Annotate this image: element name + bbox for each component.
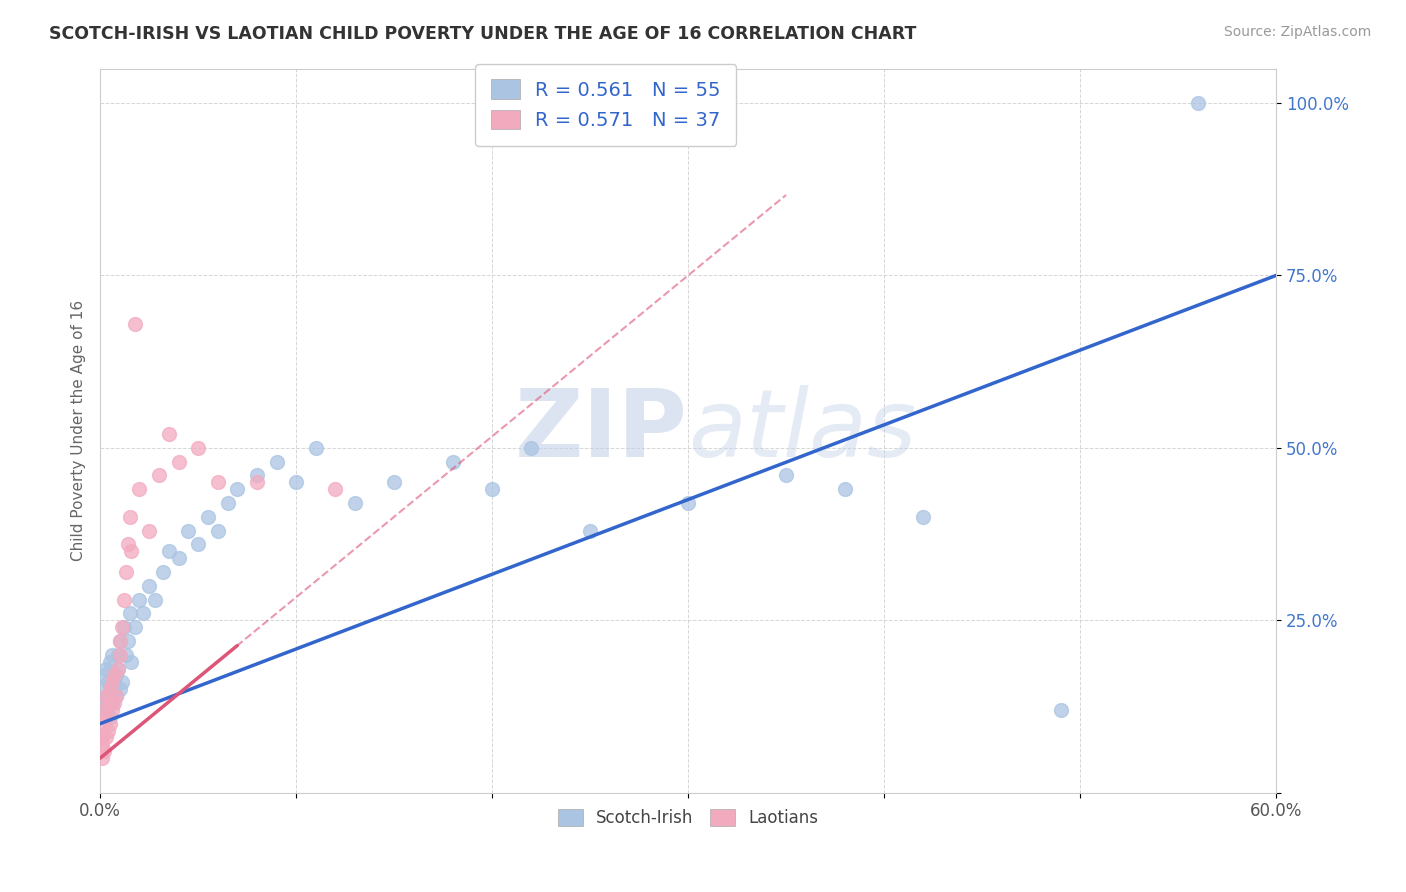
Point bbox=[132, 607, 155, 621]
Point bbox=[157, 544, 180, 558]
Point bbox=[285, 475, 308, 490]
Point bbox=[246, 468, 269, 483]
Point bbox=[111, 620, 134, 634]
Point bbox=[93, 696, 115, 710]
Point bbox=[138, 524, 160, 538]
Point bbox=[775, 468, 797, 483]
Point bbox=[97, 675, 120, 690]
Point bbox=[124, 317, 146, 331]
Point bbox=[481, 482, 503, 496]
Point bbox=[98, 655, 121, 669]
Point bbox=[157, 427, 180, 442]
Point bbox=[1049, 703, 1071, 717]
Point bbox=[94, 661, 117, 675]
Text: Source: ZipAtlas.com: Source: ZipAtlas.com bbox=[1223, 25, 1371, 39]
Point bbox=[112, 592, 135, 607]
Point bbox=[108, 634, 131, 648]
Point bbox=[117, 634, 139, 648]
Point bbox=[103, 696, 125, 710]
Point bbox=[121, 544, 143, 558]
Point bbox=[520, 441, 543, 455]
Point bbox=[118, 607, 141, 621]
Point bbox=[97, 723, 120, 738]
Point bbox=[912, 509, 935, 524]
Point bbox=[441, 455, 464, 469]
Point bbox=[104, 689, 127, 703]
Point bbox=[124, 620, 146, 634]
Point bbox=[266, 455, 288, 469]
Point bbox=[93, 668, 115, 682]
Point bbox=[93, 716, 115, 731]
Text: ZIP: ZIP bbox=[515, 384, 688, 476]
Point bbox=[94, 689, 117, 703]
Point bbox=[103, 668, 125, 682]
Point bbox=[94, 703, 117, 717]
Point bbox=[207, 475, 229, 490]
Point bbox=[101, 696, 124, 710]
Point bbox=[187, 441, 209, 455]
Point bbox=[101, 675, 124, 690]
Point bbox=[104, 689, 127, 703]
Point bbox=[97, 696, 120, 710]
Point bbox=[111, 675, 134, 690]
Point bbox=[343, 496, 366, 510]
Point bbox=[91, 731, 114, 745]
Y-axis label: Child Poverty Under the Age of 16: Child Poverty Under the Age of 16 bbox=[72, 300, 86, 561]
Point bbox=[197, 509, 219, 524]
Point bbox=[323, 482, 346, 496]
Point bbox=[167, 455, 190, 469]
Point bbox=[101, 648, 124, 662]
Point bbox=[579, 524, 602, 538]
Point bbox=[108, 648, 131, 662]
Point bbox=[114, 648, 136, 662]
Point bbox=[108, 682, 131, 697]
Point bbox=[93, 744, 115, 758]
Point bbox=[382, 475, 405, 490]
Point bbox=[226, 482, 249, 496]
Point bbox=[97, 689, 120, 703]
Point bbox=[107, 661, 129, 675]
Point bbox=[128, 592, 150, 607]
Point bbox=[112, 620, 135, 634]
Point bbox=[121, 655, 143, 669]
Point bbox=[152, 565, 174, 579]
Point bbox=[91, 738, 114, 752]
Point bbox=[246, 475, 269, 490]
Point bbox=[98, 716, 121, 731]
Point bbox=[114, 565, 136, 579]
Point bbox=[108, 634, 131, 648]
Point bbox=[94, 731, 117, 745]
Point bbox=[118, 509, 141, 524]
Point bbox=[143, 592, 166, 607]
Point bbox=[101, 703, 124, 717]
Point bbox=[217, 496, 239, 510]
Point bbox=[207, 524, 229, 538]
Point bbox=[104, 668, 127, 682]
Point bbox=[98, 682, 121, 697]
Point bbox=[91, 751, 114, 765]
Point bbox=[167, 551, 190, 566]
Point bbox=[1187, 95, 1209, 110]
Point bbox=[93, 703, 115, 717]
Point bbox=[107, 648, 129, 662]
Point bbox=[187, 537, 209, 551]
Legend: Scotch-Irish, Laotians: Scotch-Irish, Laotians bbox=[550, 800, 827, 835]
Point bbox=[148, 468, 170, 483]
Text: SCOTCH-IRISH VS LAOTIAN CHILD POVERTY UNDER THE AGE OF 16 CORRELATION CHART: SCOTCH-IRISH VS LAOTIAN CHILD POVERTY UN… bbox=[49, 25, 917, 43]
Point bbox=[107, 661, 129, 675]
Point bbox=[103, 682, 125, 697]
Point bbox=[103, 675, 125, 690]
Point bbox=[91, 682, 114, 697]
Point bbox=[834, 482, 856, 496]
Text: atlas: atlas bbox=[688, 385, 917, 476]
Point bbox=[177, 524, 200, 538]
Point bbox=[676, 496, 699, 510]
Point bbox=[94, 710, 117, 724]
Point bbox=[305, 441, 328, 455]
Point bbox=[138, 579, 160, 593]
Point bbox=[98, 710, 121, 724]
Point bbox=[128, 482, 150, 496]
Point bbox=[117, 537, 139, 551]
